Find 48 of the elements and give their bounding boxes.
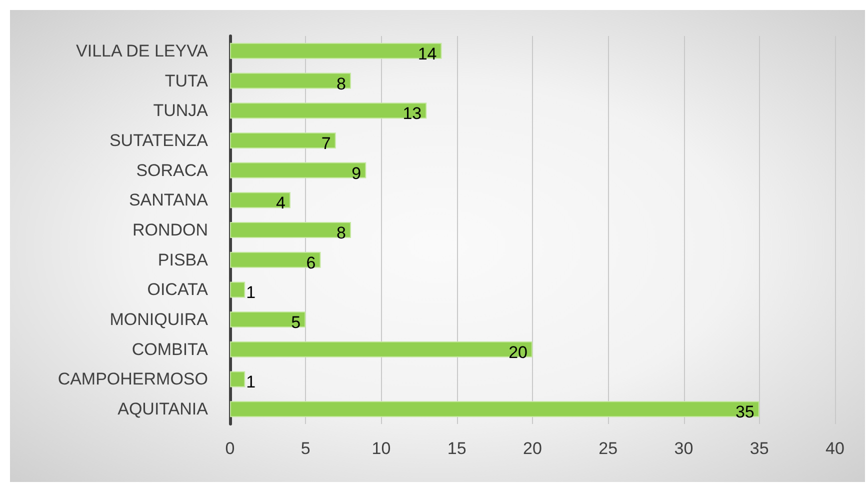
- data-label: 20: [508, 342, 528, 362]
- data-label: 6: [306, 253, 316, 272]
- data-label: 13: [402, 104, 422, 124]
- y-tick-label: MONIQUIRA: [110, 310, 209, 330]
- data-label: 35: [735, 402, 754, 422]
- data-label: 1: [246, 372, 256, 392]
- x-tick-label: 20: [523, 439, 542, 458]
- x-tick-label: 0: [225, 439, 235, 458]
- y-tick-label: PISBA: [158, 250, 209, 270]
- data-label: 1: [246, 283, 256, 302]
- data-label: 8: [336, 224, 346, 242]
- bar: [230, 401, 760, 418]
- y-tick-label: TUNJA: [153, 101, 209, 120]
- x-tick-label: 15: [447, 439, 466, 458]
- data-label: 9: [352, 164, 362, 183]
- bar: [230, 102, 427, 119]
- bar: [230, 132, 336, 148]
- y-tick-label: TUTA: [164, 71, 209, 90]
- bar: [230, 192, 290, 208]
- bar: [230, 252, 321, 268]
- bar: [230, 282, 246, 298]
- y-tick-label: AQUITANIA: [118, 400, 209, 419]
- y-tick-label: SANTANA: [128, 190, 209, 210]
- x-tick-label: 10: [372, 439, 391, 458]
- data-label: 8: [336, 74, 346, 94]
- bar: [230, 312, 306, 328]
- data-label: 14: [418, 44, 437, 64]
- y-tick-label: RONDON: [132, 220, 208, 240]
- y-tick-label: SUTATENZA: [109, 130, 209, 150]
- bar: [230, 72, 351, 89]
- y-tick-label: CAMPOHERMOSO: [58, 370, 208, 389]
- y-tick-label: COMBITA: [132, 340, 209, 359]
- x-tick-label: 5: [300, 439, 310, 458]
- y-tick-label: VILLA DE LEYVA: [76, 41, 209, 60]
- x-tick-label: 30: [674, 439, 694, 458]
- y-tick-label: OICATA: [147, 280, 209, 300]
- bar: [230, 371, 246, 388]
- x-tick-label: 40: [826, 439, 844, 458]
- bar: [230, 162, 366, 178]
- bar: [230, 341, 532, 358]
- y-tick-label: SORACA: [136, 160, 209, 180]
- bar: [230, 42, 442, 59]
- x-tick-label: 25: [598, 439, 618, 458]
- data-label: 7: [321, 134, 331, 153]
- data-label: 4: [276, 194, 286, 213]
- x-tick-label: 35: [750, 439, 769, 458]
- data-label: 5: [291, 313, 301, 332]
- bar: [230, 222, 351, 238]
